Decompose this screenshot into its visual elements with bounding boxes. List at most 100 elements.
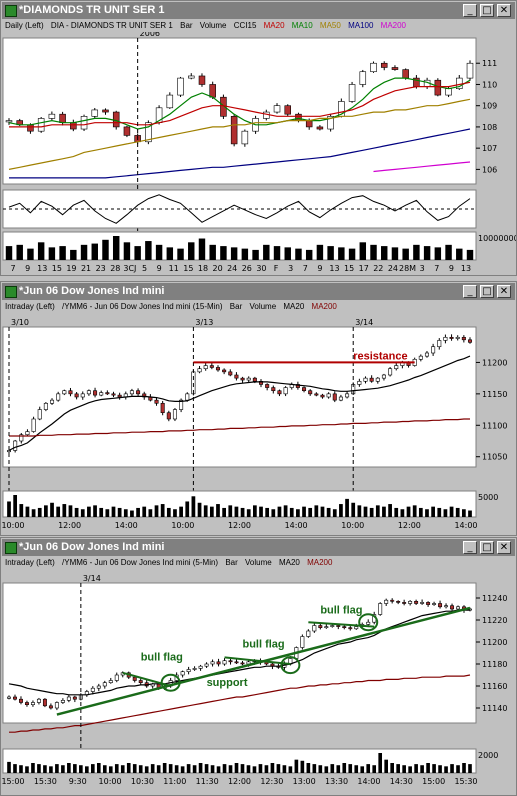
close-icon[interactable]: ✕ — [497, 541, 511, 554]
volume-bar — [48, 247, 56, 260]
price-bar — [42, 698, 47, 707]
window-title: *Jun 06 Dow Jones Ind mini — [19, 285, 165, 297]
chart-window-5min: *Jun 06 Dow Jones Ind mini _ □ ✕ Intrada… — [0, 537, 517, 796]
volume-bar — [105, 509, 110, 517]
price-bar — [66, 696, 71, 701]
volume-bar — [252, 766, 257, 773]
window-titlebar[interactable]: *Jun 06 Dow Jones Ind mini _ □ ✕ — [2, 539, 515, 556]
volume-bar — [204, 764, 209, 773]
price-bar — [318, 625, 323, 629]
price-bar — [402, 69, 409, 79]
volume-bar — [391, 247, 399, 260]
price-bar — [68, 390, 73, 395]
volume-bar — [437, 507, 442, 517]
volume-bar — [192, 765, 197, 773]
volume-bar — [305, 249, 313, 260]
volume-bar — [234, 763, 239, 773]
volume-bar — [241, 248, 249, 260]
volume-bar — [330, 764, 335, 773]
price-bar — [449, 336, 454, 339]
volume-bar — [188, 242, 195, 260]
price-bar — [230, 116, 238, 145]
price-bar — [228, 660, 233, 663]
price-bar — [263, 111, 270, 119]
volume-bar — [114, 764, 119, 773]
volume-bar — [7, 761, 11, 773]
price-bar — [345, 393, 350, 398]
maximize-icon[interactable]: □ — [480, 285, 494, 298]
x-tick-label: 3 — [420, 264, 425, 273]
price-bar — [48, 705, 53, 709]
volume-bar — [326, 507, 331, 517]
ma-line — [8, 355, 471, 451]
x-tick-label: 14:00 — [115, 521, 138, 530]
close-icon[interactable]: ✕ — [497, 285, 511, 298]
volume-bar — [154, 505, 159, 517]
volume-bar — [61, 765, 65, 773]
volume-bar — [438, 765, 442, 773]
x-tick-label: 7 — [303, 264, 308, 273]
volume-bar — [68, 505, 73, 517]
x-tick-label: 9 — [449, 264, 454, 273]
price-bar — [80, 116, 88, 130]
x-tick-label: 15:30 — [34, 777, 57, 786]
price-bar — [394, 365, 399, 370]
minimize-icon[interactable]: _ — [463, 541, 477, 554]
breakout-circle — [358, 613, 379, 632]
x-tick-label: 12:00 — [398, 521, 421, 530]
maximize-icon[interactable]: □ — [480, 4, 494, 17]
minimize-icon[interactable]: _ — [463, 4, 477, 17]
minimize-icon[interactable]: _ — [463, 285, 477, 298]
volume-bar — [91, 243, 98, 260]
price-bar — [438, 603, 443, 608]
breakout-circle — [280, 656, 301, 675]
legend-item: CCI15 — [233, 21, 257, 30]
x-tick-label: 10:00 — [341, 521, 364, 530]
x-tick-label: 3 — [288, 264, 293, 273]
price-bar — [198, 75, 206, 85]
price-bar — [455, 336, 460, 339]
price-bar — [326, 393, 331, 398]
volume-bar — [277, 506, 282, 517]
price-bar — [60, 700, 65, 703]
close-icon[interactable]: ✕ — [497, 4, 511, 17]
volume-bar — [456, 248, 463, 260]
cci-line — [8, 194, 471, 224]
volume-bar — [166, 507, 171, 517]
volume-bar — [62, 504, 67, 517]
price-bar — [37, 118, 45, 132]
volume-bar — [369, 507, 374, 517]
volume-panel — [2, 490, 477, 518]
x-tick-label: 13:30 — [325, 777, 348, 786]
volume-bar — [384, 759, 389, 773]
maximize-icon[interactable]: □ — [480, 541, 494, 554]
volume-bar — [400, 509, 405, 517]
window-titlebar[interactable]: *DIAMONDS TR UNIT SER 1 _ □ ✕ — [2, 2, 515, 19]
volume-bar — [228, 505, 233, 517]
price-bar — [408, 600, 413, 604]
price-bar — [204, 663, 209, 667]
chart-icon — [5, 286, 17, 298]
price-bar — [74, 393, 79, 398]
price-bar — [228, 371, 233, 376]
volume-bar — [445, 244, 452, 260]
volume-bar — [174, 765, 179, 773]
volume-bar — [90, 764, 95, 773]
volume-bar — [126, 763, 131, 773]
window-titlebar[interactable]: *Jun 06 Dow Jones Ind mini _ □ ✕ — [2, 283, 515, 300]
x-tick-label: 28M — [399, 264, 416, 273]
session-label: 3/13 — [195, 318, 213, 327]
intraday-5min-chart-svg: 11140 11160 11180 11200 11220 11240 3/14 2000 15… — [1, 574, 507, 786]
volume-bar — [461, 509, 466, 517]
x-tick-label: 19 — [66, 264, 76, 273]
chart-window-15min: *Jun 06 Dow Jones Ind mini _ □ ✕ Intrada… — [0, 281, 517, 536]
volume-bar — [302, 506, 306, 517]
volume-bar — [420, 765, 424, 773]
volume-bar — [177, 248, 184, 260]
y-tick-label: 11150 — [482, 390, 507, 399]
price-bar — [102, 109, 109, 113]
volume-bar — [230, 247, 238, 260]
price-bar — [391, 67, 399, 70]
volume-bar — [264, 765, 269, 773]
price-bar — [36, 698, 41, 703]
